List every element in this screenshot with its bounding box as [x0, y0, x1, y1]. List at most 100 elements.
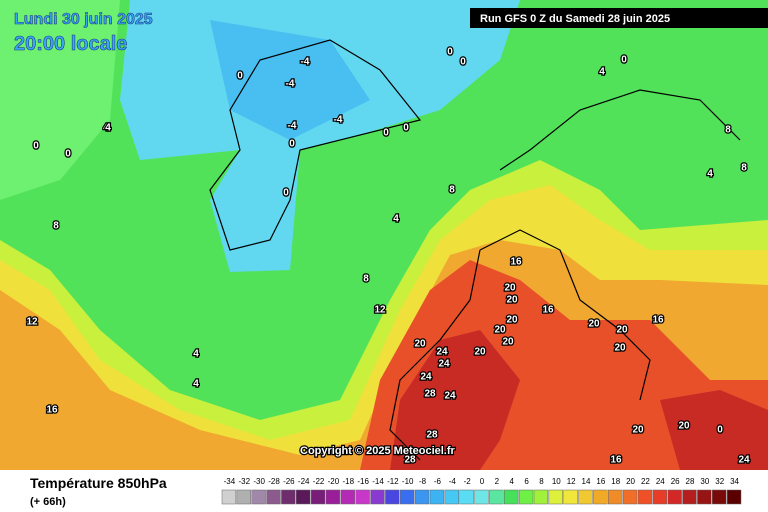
contour-label: 24 — [438, 359, 450, 370]
scale-label: -28 — [268, 477, 280, 486]
scale-swatch — [712, 489, 727, 505]
scale-label: -16 — [357, 477, 369, 486]
contour-label: 0 — [717, 425, 723, 436]
scale-label: 8 — [539, 477, 544, 486]
footer-title: Température 850hPa — [30, 475, 167, 491]
contour-label: 24 — [444, 391, 456, 402]
scale-swatch — [459, 489, 474, 505]
scale-label: -12 — [387, 477, 399, 486]
field-blue — [210, 20, 370, 140]
contour-label: 20 — [616, 325, 628, 336]
run-box — [470, 8, 768, 28]
scale-swatch — [251, 489, 266, 505]
scale-swatch — [400, 489, 415, 505]
scale-swatch — [236, 489, 251, 505]
contour-label: 4 — [193, 379, 199, 390]
contour-label: 20 — [504, 283, 516, 294]
scale-swatch — [622, 489, 638, 505]
contour-label: 4 — [103, 123, 109, 134]
header: Lundi 30 juin 2025 20:00 locale — [14, 11, 153, 56]
scale-swatch — [667, 489, 682, 505]
scale-label: -20 — [328, 477, 340, 486]
scale-swatch — [578, 489, 593, 505]
scale-label: -32 — [239, 477, 251, 486]
scale-label: -34 — [224, 477, 236, 486]
contour-label: 4 — [707, 169, 713, 180]
scale-label: 30 — [700, 477, 709, 486]
scale-swatch — [221, 489, 237, 505]
contour-label: 0 — [383, 128, 389, 139]
contour-label: 12 — [374, 305, 386, 316]
scale-label: 2 — [495, 477, 500, 486]
date-label: Lundi 30 juin 2025 — [14, 11, 153, 28]
scale-swatch — [652, 489, 667, 505]
scale-label: 4 — [509, 477, 514, 486]
contour-label: -4 — [301, 57, 310, 68]
scale-swatch — [533, 489, 549, 505]
scale-swatch — [474, 489, 489, 505]
contour-label: 4 — [193, 349, 199, 360]
scale-label: -10 — [402, 477, 414, 486]
scale-swatch — [548, 489, 563, 505]
scale-swatch — [370, 489, 385, 505]
scale-label: 24 — [656, 477, 665, 486]
contour-label: 4 — [105, 123, 111, 134]
scale-label: -22 — [313, 477, 325, 486]
coastline-europe — [389, 229, 651, 461]
contour-label: -4 — [286, 79, 295, 90]
contour-label: 0 — [237, 71, 243, 82]
contour-labels: 00-4-40-4-400 040048048840848121244161620… — [25, 45, 751, 467]
contour-label: 8 — [741, 163, 747, 174]
contour-label: 4 — [599, 67, 605, 78]
scale-label: 20 — [626, 477, 635, 486]
scale-swatch — [682, 489, 697, 505]
scale-label: -6 — [434, 477, 442, 486]
scale-label: -24 — [298, 477, 310, 486]
contour-label: 8 — [449, 185, 455, 196]
scale-label: -2 — [464, 477, 472, 486]
footer-lead: (+ 66h) — [30, 496, 66, 508]
run-label: Run GFS 0 Z du Samedi 28 juin 2025 — [480, 13, 670, 25]
scale-swatch — [281, 489, 296, 505]
scale-label: 26 — [671, 477, 680, 486]
scale-label: -30 — [253, 477, 265, 486]
scale-swatch — [563, 489, 578, 505]
contour-label: 20 — [506, 295, 518, 306]
contour-label: 4 — [393, 214, 399, 225]
scale-swatch — [385, 489, 400, 505]
contour-label: 20 — [588, 319, 600, 330]
contour-label: 16 — [510, 257, 522, 268]
scale-label: 18 — [611, 477, 620, 486]
contour-label: 8 — [725, 125, 731, 136]
contour-label: 20 — [414, 339, 426, 350]
contour-label: 8 — [363, 274, 369, 285]
contour-label: 16 — [542, 305, 554, 316]
contour-label: -4 — [334, 115, 343, 126]
scale-label: 10 — [552, 477, 561, 486]
scale-label: -14 — [372, 477, 384, 486]
contour-label: 20 — [502, 337, 514, 348]
contour-label: 20 — [474, 347, 486, 358]
scale-swatch — [429, 489, 445, 505]
contour-label: 8 — [53, 221, 59, 232]
scale-swatch — [489, 489, 504, 505]
scale-label: 22 — [641, 477, 650, 486]
scale-swatch — [504, 489, 519, 505]
time-label: 20:00 locale — [14, 33, 127, 55]
coastline-greenland — [209, 39, 422, 251]
scale-swatch — [296, 489, 311, 505]
contour-label: 20 — [678, 421, 690, 432]
contour-label: 0 — [447, 47, 453, 58]
scale-swatch — [355, 489, 370, 505]
color-scale: -34 -32 -30 -28 -26 -24 -22 -20 -18 -16 -14 -12 -10-… — [221, 477, 742, 505]
scale-label: 28 — [686, 477, 695, 486]
scale-label: -26 — [283, 477, 295, 486]
scale-label: -4 — [449, 477, 457, 486]
field-light-green — [0, 0, 120, 200]
field-dark-red — [390, 330, 520, 470]
scale-swatch — [340, 489, 355, 505]
contour-label: 12 — [26, 317, 38, 328]
contour-label: 24 — [420, 372, 432, 383]
contour-label: 16 — [610, 455, 622, 466]
contour-label: 0 — [283, 188, 289, 199]
